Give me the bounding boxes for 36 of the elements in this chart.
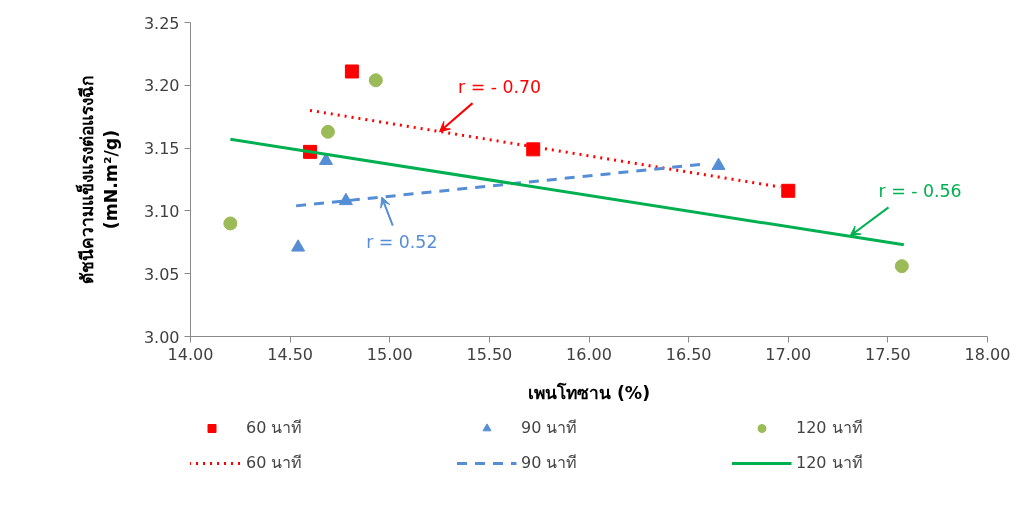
x-tick-label: 17.50 [864,344,911,364]
point [368,73,383,88]
y-tick-label: 3.10 [143,201,180,221]
y-tick-label: 3.25 [143,13,180,33]
point [291,239,306,252]
y-tick-label: 3.05 [143,264,180,284]
annotation: r = - 0.56 [878,181,962,202]
x-tick-label: 16.50 [665,344,712,364]
point [711,157,726,170]
y-axis-title: ดัชนีความแข็งแรงต่อแรงฉีก (mN.m²/g) [74,75,121,284]
point [894,259,909,274]
point [223,216,238,231]
x-tick-label: 14.50 [267,344,314,364]
legend-label: 60 นาที [246,417,304,439]
annotation: r = 0.52 [366,232,438,253]
legend-label: 90 นาที [521,452,579,474]
point [338,192,353,206]
x-tick-label: 15.00 [366,344,413,364]
x-tick-label: 18.00 [964,344,1011,364]
y-tick-label: 3.15 [143,139,180,159]
x-tick-label: 14.00 [167,344,214,364]
point [526,142,541,157]
legend-label: 90 นาที [521,417,579,439]
x-tick-label: 16.00 [566,344,612,364]
point [781,183,796,198]
legend-label: 60 นาที [246,452,304,474]
legend-label: 120 นาที [796,452,864,474]
x-tick-label: 17.00 [765,344,812,364]
annotation: r = - 0.70 [458,76,542,97]
legend-label: 120 นาที [796,417,864,439]
y-tick-label: 3.00 [143,327,180,347]
x-tick-label: 15.50 [466,344,513,364]
point [320,124,335,139]
x-axis-title: เพนโทซาน (%) [527,381,651,403]
point [344,64,359,79]
y-tick-label: 3.20 [143,76,180,96]
